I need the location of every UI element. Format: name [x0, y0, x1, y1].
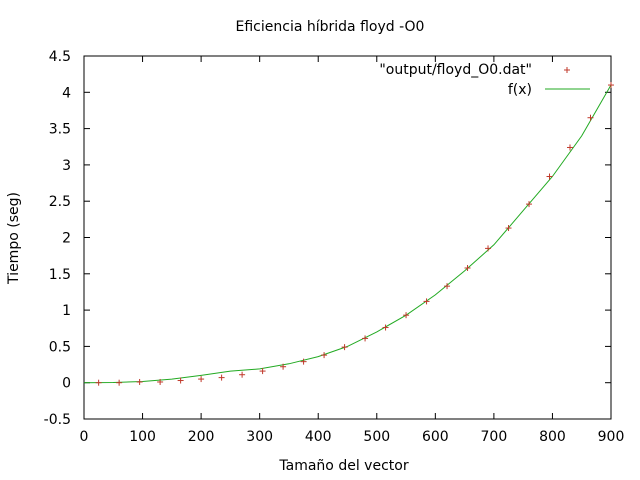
data-point — [485, 245, 492, 252]
y-tick-label: 2 — [62, 231, 71, 247]
data-point — [341, 344, 348, 351]
y-axis-label: Tiempo (seg) — [6, 192, 22, 285]
data-point — [423, 298, 430, 305]
data-point — [300, 358, 307, 365]
chart-title: Eficiencia híbrida floyd -O0 — [236, 19, 425, 35]
y-tick-label: 1.5 — [49, 267, 71, 283]
x-tick-label: 200 — [188, 429, 215, 445]
y-tick-label: 0.5 — [49, 339, 71, 355]
legend: "output/floyd_O0.dat" f(x) — [379, 62, 590, 98]
y-tick-label: 1 — [62, 303, 71, 319]
data-point — [382, 324, 389, 331]
x-tick-labels: 0 100 200 300 400 500 600 700 800 900 — [80, 429, 625, 445]
series-output-points — [95, 82, 614, 386]
tick-marks — [83, 55, 612, 420]
x-tick-label: 500 — [363, 429, 390, 445]
data-point — [362, 335, 369, 342]
series-f-x-line — [83, 84, 612, 384]
x-tick-label: 900 — [598, 429, 625, 445]
y-tick-label: 3.5 — [49, 122, 71, 138]
y-tick-label: 2.5 — [49, 194, 71, 210]
data-point — [526, 201, 533, 208]
data-point — [116, 379, 123, 386]
y-tick-label: 3 — [62, 158, 71, 174]
data-point — [608, 82, 614, 89]
legend-label-output: "output/floyd_O0.dat" — [379, 62, 532, 78]
data-point — [259, 368, 266, 375]
y-tick-label: 4.5 — [49, 49, 71, 65]
x-tick-label: 800 — [539, 429, 566, 445]
legend-point-marker — [564, 67, 570, 73]
x-tick-label: 700 — [481, 429, 508, 445]
x-tick-label: 400 — [305, 429, 332, 445]
data-point — [464, 264, 471, 271]
data-point — [505, 225, 512, 232]
x-tick-label: 100 — [129, 429, 156, 445]
data-point — [567, 144, 574, 151]
x-axis-label: Tamaño del vector — [278, 458, 408, 474]
plot-frame — [83, 55, 612, 420]
x-tick-label: 300 — [246, 429, 273, 445]
data-point — [218, 374, 225, 381]
data-point — [321, 352, 328, 359]
data-point — [403, 312, 410, 319]
data-point — [280, 363, 287, 370]
y-tick-label: 4 — [62, 85, 71, 101]
legend-label-fx: f(x) — [508, 82, 532, 98]
data-point — [177, 377, 184, 384]
x-tick-label: 0 — [80, 429, 89, 445]
x-tick-label: 600 — [422, 429, 449, 445]
data-point — [239, 371, 246, 378]
fx-line — [83, 84, 612, 384]
data-point — [95, 379, 102, 386]
data-point — [157, 378, 164, 385]
data-point — [444, 283, 451, 290]
data-point — [546, 173, 553, 180]
data-point — [587, 114, 594, 121]
data-point — [136, 378, 143, 385]
data-point — [198, 376, 205, 383]
y-tick-label: 0 — [62, 376, 71, 392]
y-tick-label: -0.5 — [44, 412, 71, 428]
y-tick-labels: -0.5 0 0.5 1 1.5 2 2.5 3 3.5 4 4.5 — [44, 49, 71, 428]
